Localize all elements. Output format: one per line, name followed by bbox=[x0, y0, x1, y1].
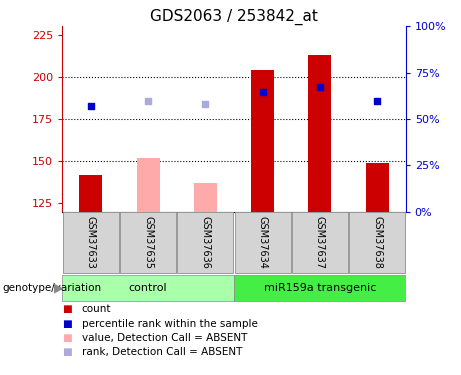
FancyBboxPatch shape bbox=[235, 213, 290, 273]
FancyBboxPatch shape bbox=[63, 213, 119, 273]
Text: miR159a transgenic: miR159a transgenic bbox=[264, 283, 376, 293]
Bar bbox=[251, 70, 274, 212]
Text: ■: ■ bbox=[62, 333, 72, 343]
Text: genotype/variation: genotype/variation bbox=[2, 283, 101, 292]
FancyBboxPatch shape bbox=[62, 275, 234, 301]
Text: GSM37637: GSM37637 bbox=[315, 216, 325, 269]
Text: ▶: ▶ bbox=[54, 281, 64, 294]
Text: value, Detection Call = ABSENT: value, Detection Call = ABSENT bbox=[82, 333, 247, 343]
Text: percentile rank within the sample: percentile rank within the sample bbox=[82, 319, 258, 328]
Bar bbox=[79, 175, 102, 212]
Text: GSM37638: GSM37638 bbox=[372, 216, 382, 269]
FancyBboxPatch shape bbox=[349, 213, 405, 273]
Title: GDS2063 / 253842_at: GDS2063 / 253842_at bbox=[150, 9, 318, 25]
Bar bbox=[194, 183, 217, 212]
Text: ■: ■ bbox=[62, 347, 72, 357]
Point bbox=[373, 98, 381, 104]
Text: ■: ■ bbox=[62, 319, 72, 328]
FancyBboxPatch shape bbox=[234, 275, 406, 301]
FancyBboxPatch shape bbox=[177, 213, 233, 273]
Text: rank, Detection Call = ABSENT: rank, Detection Call = ABSENT bbox=[82, 347, 242, 357]
Text: GSM37636: GSM37636 bbox=[201, 216, 210, 269]
Text: GSM37634: GSM37634 bbox=[258, 216, 267, 269]
Text: ■: ■ bbox=[62, 304, 72, 314]
Point bbox=[316, 84, 324, 90]
Point bbox=[259, 89, 266, 95]
Bar bbox=[136, 158, 160, 212]
Text: GSM37633: GSM37633 bbox=[86, 216, 96, 269]
Point bbox=[144, 98, 152, 104]
Text: count: count bbox=[82, 304, 111, 314]
Bar bbox=[366, 163, 389, 212]
Text: GSM37635: GSM37635 bbox=[143, 216, 153, 269]
Point bbox=[87, 102, 95, 109]
Text: control: control bbox=[129, 283, 167, 293]
FancyBboxPatch shape bbox=[292, 213, 348, 273]
FancyBboxPatch shape bbox=[120, 213, 176, 273]
Bar bbox=[308, 55, 331, 212]
Point bbox=[201, 101, 209, 107]
